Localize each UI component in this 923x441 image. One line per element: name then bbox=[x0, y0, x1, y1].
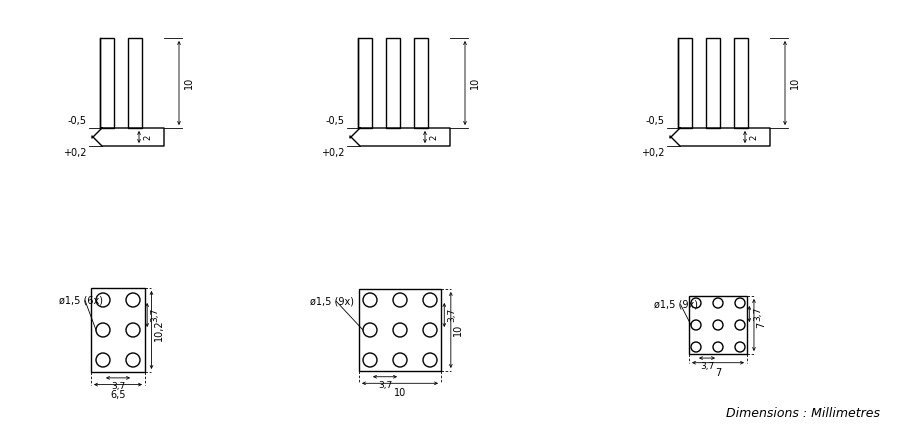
Text: 7: 7 bbox=[715, 368, 721, 377]
Text: 2: 2 bbox=[749, 135, 759, 140]
Bar bbox=[706, 38, 720, 128]
Bar bbox=[128, 38, 142, 128]
Text: +0,2: +0,2 bbox=[64, 148, 87, 158]
Text: 10,2: 10,2 bbox=[153, 319, 163, 341]
Text: 10: 10 bbox=[394, 388, 406, 398]
Bar bbox=[359, 289, 441, 371]
Text: ø1,5 (6x): ø1,5 (6x) bbox=[58, 295, 102, 306]
Bar bbox=[91, 288, 145, 372]
Text: 10: 10 bbox=[184, 77, 194, 89]
Text: Dimensions : Millimetres: Dimensions : Millimetres bbox=[726, 407, 880, 420]
Text: +0,2: +0,2 bbox=[641, 148, 665, 158]
Text: 3,7: 3,7 bbox=[378, 381, 392, 390]
Text: 3,7: 3,7 bbox=[150, 308, 160, 322]
Text: 10: 10 bbox=[453, 324, 462, 336]
Bar bbox=[734, 38, 748, 128]
Text: 10: 10 bbox=[470, 77, 480, 89]
Bar bbox=[386, 38, 400, 128]
Text: -0,5: -0,5 bbox=[68, 116, 87, 126]
Bar bbox=[100, 38, 114, 128]
Bar bbox=[678, 38, 692, 128]
Text: 10: 10 bbox=[790, 77, 800, 89]
Text: -0,5: -0,5 bbox=[646, 116, 665, 126]
Text: -0,5: -0,5 bbox=[326, 116, 345, 126]
Text: 3,7: 3,7 bbox=[448, 308, 457, 322]
Bar bbox=[358, 38, 372, 128]
Text: 3,7: 3,7 bbox=[753, 307, 761, 321]
Text: 3,7: 3,7 bbox=[700, 362, 714, 371]
Text: +0,2: +0,2 bbox=[321, 148, 345, 158]
Text: ø1,5 (9x): ø1,5 (9x) bbox=[654, 300, 698, 310]
Text: ø1,5 (9x): ø1,5 (9x) bbox=[310, 296, 354, 306]
Text: 3,7: 3,7 bbox=[111, 382, 126, 391]
Text: 6,5: 6,5 bbox=[110, 389, 126, 400]
Text: 2: 2 bbox=[429, 135, 438, 140]
Bar bbox=[689, 296, 747, 354]
Bar bbox=[414, 38, 428, 128]
Text: 2: 2 bbox=[143, 135, 152, 140]
Text: 7: 7 bbox=[756, 322, 766, 328]
